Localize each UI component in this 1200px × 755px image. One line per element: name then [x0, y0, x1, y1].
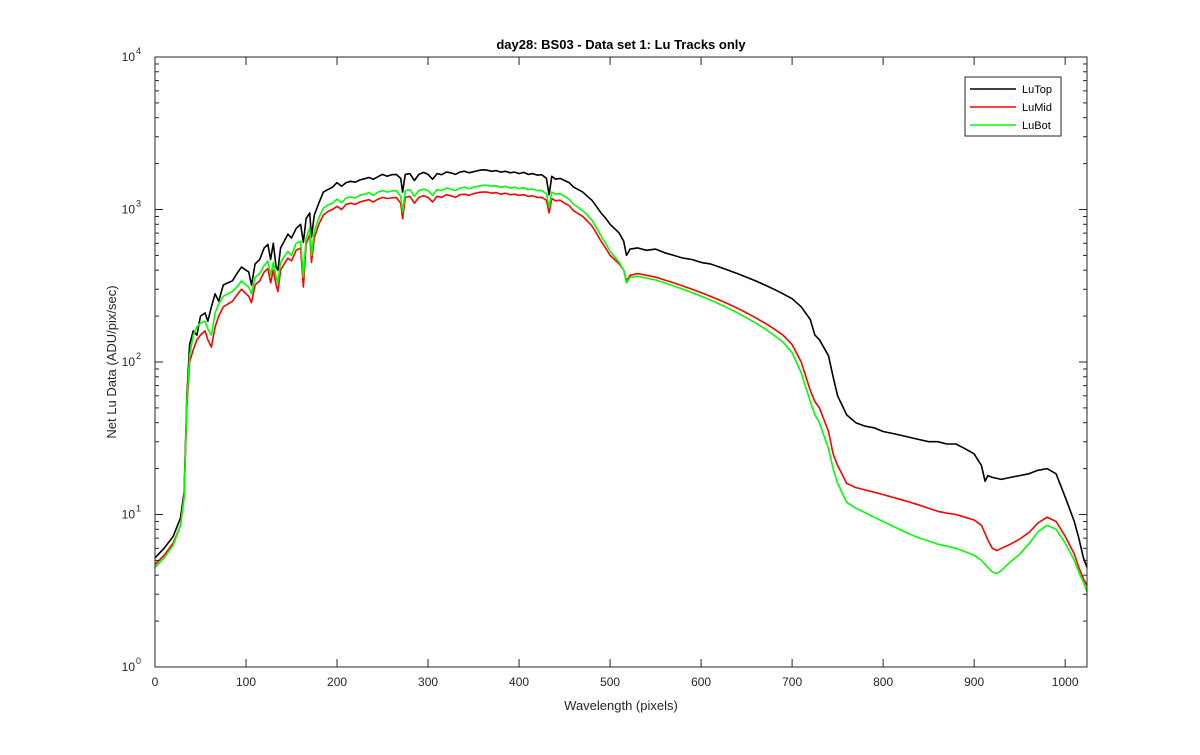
y-tick-exponent: 3	[136, 199, 141, 209]
x-tick-label: 200	[327, 675, 347, 689]
legend-label-lubot: LuBot	[1022, 120, 1051, 132]
y-tick-label: 10	[122, 508, 136, 522]
x-tick-label: 1000	[1052, 675, 1079, 689]
plot-area	[155, 57, 1087, 667]
x-tick-label: 500	[600, 675, 620, 689]
x-tick-label: 100	[236, 675, 256, 689]
chart-title: day28: BS03 - Data set 1: Lu Tracks only	[496, 37, 746, 52]
series-group	[154, 169, 1088, 593]
x-tick-label: 900	[964, 675, 984, 689]
x-tick-label: 0	[152, 675, 159, 689]
y-tick-label: 10	[122, 660, 136, 674]
y-tick-exponent: 0	[136, 656, 141, 666]
series-line-lubot	[154, 184, 1088, 593]
y-axis-label: Net Lu Data (ADU/pix/sec)	[104, 285, 119, 438]
legend-label-lutop: LuTop	[1022, 84, 1052, 96]
x-tick-label: 300	[418, 675, 438, 689]
series-line-lutop	[154, 169, 1088, 568]
y-tick-exponent: 4	[136, 46, 141, 56]
y-tick-exponent: 1	[136, 504, 141, 514]
legend-items: LuTop LuMid LuBot	[970, 84, 1052, 132]
x-tick-label: 600	[691, 675, 711, 689]
y-tick-label: 10	[122, 355, 136, 369]
plot-border	[154, 56, 1088, 668]
x-tick-label: 400	[509, 675, 529, 689]
y-tick-label: 10	[122, 203, 136, 217]
series-line-lumid	[154, 191, 1088, 587]
x-tick-label: 700	[782, 675, 802, 689]
x-axis-label: Wavelength (pixels)	[564, 698, 678, 713]
legend: LuTop LuMid LuBot	[964, 76, 1062, 137]
y-tick-label: 10	[122, 50, 136, 64]
y-tick-exponent: 2	[136, 351, 141, 361]
x-tick-label: 800	[873, 675, 893, 689]
legend-label-lumid: LuMid	[1022, 102, 1052, 114]
